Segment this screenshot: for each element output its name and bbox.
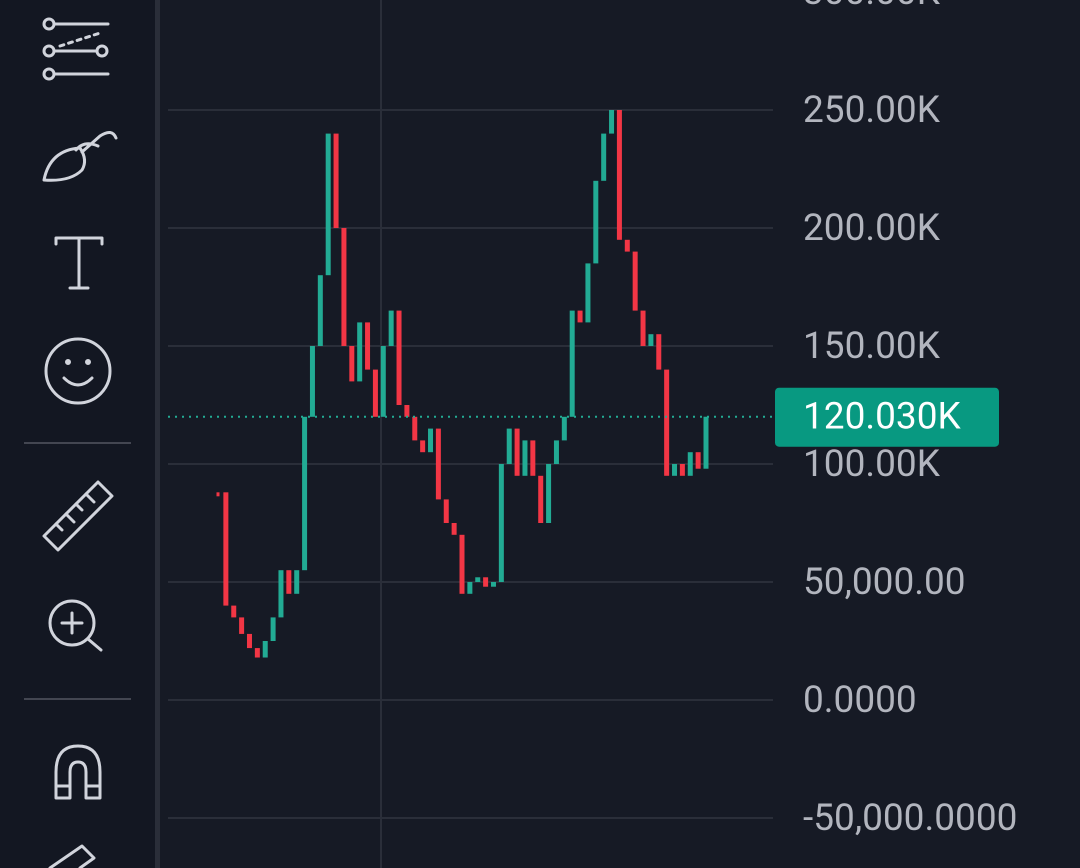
price-bar — [365, 322, 371, 370]
price-bar — [695, 452, 701, 469]
y-tick-label: 0.0000 — [803, 679, 917, 722]
price-bar — [317, 275, 323, 346]
price-bar — [396, 310, 402, 405]
toolbar-divider — [155, 0, 160, 868]
price-bar — [278, 570, 284, 618]
price-bar — [254, 648, 260, 658]
price-bar — [561, 416, 567, 441]
y-tick-label: 150.00K — [803, 325, 941, 368]
magnet-tool-icon[interactable] — [54, 744, 102, 800]
price-bar — [404, 405, 410, 417]
price-bar — [569, 310, 575, 417]
price-bar — [632, 251, 638, 311]
price-bar — [357, 322, 363, 382]
y-tick-label: 50,000.00 — [803, 561, 966, 604]
price-bar — [593, 180, 599, 264]
price-bar — [372, 369, 378, 417]
price-bar — [428, 428, 434, 453]
price-bar — [246, 633, 252, 649]
price-bar — [341, 228, 347, 346]
price-bar — [546, 464, 552, 523]
price-bar — [585, 263, 591, 323]
price-bar — [538, 475, 544, 523]
price-bar — [262, 641, 268, 658]
trend-tool-icon[interactable] — [42, 17, 110, 81]
price-chart: 300.00K 250.00K 200.00K 150.00K 100.00K 50,00… — [168, 0, 1017, 840]
emoji-tool-icon[interactable] — [44, 337, 112, 405]
price-bar — [601, 133, 607, 181]
price-bar — [687, 452, 693, 476]
price-bar — [412, 416, 418, 441]
price-bar — [530, 440, 536, 476]
price-bar — [475, 577, 481, 582]
zoom-tool-icon[interactable] — [48, 599, 103, 652]
price-bar — [302, 416, 308, 571]
price-bar — [294, 570, 300, 594]
price-bar — [703, 416, 709, 469]
price-bar — [216, 492, 220, 497]
y-tick-label: 250.00K — [803, 89, 941, 132]
y-tick-label: 200.00K — [803, 207, 941, 250]
price-bar — [498, 464, 504, 582]
price-bar — [577, 310, 583, 323]
drawing-toolbar — [0, 0, 155, 868]
icon-shape — [42, 480, 114, 552]
price-bar — [522, 440, 528, 476]
price-bar — [223, 492, 229, 606]
price-bar — [325, 133, 331, 276]
price-bar — [664, 369, 670, 476]
icon-shape — [54, 744, 102, 800]
last-price-label: 120.030K — [803, 396, 962, 439]
icon-shape — [48, 844, 96, 868]
last-price-tag — [775, 387, 999, 447]
y-tick-label: 300.00K — [803, 0, 941, 14]
price-bar — [648, 334, 654, 346]
price-bar — [616, 110, 622, 240]
price-bar — [451, 523, 457, 535]
price-bar — [270, 617, 276, 641]
y-tick-label: 100.00K — [803, 443, 941, 486]
icon-shape — [44, 337, 112, 405]
price-bar — [506, 428, 512, 464]
price-bar — [239, 617, 245, 634]
price-bar — [624, 239, 630, 252]
price-bar — [467, 582, 473, 594]
price-bar — [553, 440, 559, 464]
price-bar — [443, 499, 449, 523]
price-bar — [514, 428, 520, 476]
price-bar — [640, 310, 646, 346]
price-bar — [349, 346, 355, 382]
price-bar — [672, 464, 678, 476]
icon-shape — [42, 131, 118, 182]
price-bar — [309, 346, 315, 417]
y-tick-label: -50,000.0000 — [803, 797, 1017, 840]
price-bar — [609, 110, 615, 134]
price-bar — [459, 534, 465, 594]
icon-shape — [42, 17, 110, 81]
lock-tool-icon[interactable] — [48, 844, 96, 868]
icon-shape — [48, 599, 103, 652]
text-tool-icon[interactable] — [54, 236, 104, 290]
price-bar — [420, 440, 426, 453]
icon-shape — [54, 236, 104, 290]
brush-tool-icon[interactable] — [42, 131, 118, 182]
price-bar — [490, 582, 496, 587]
ruler-tool-icon[interactable] — [42, 480, 114, 552]
price-bar — [380, 346, 386, 417]
price-bar — [656, 334, 662, 370]
price-bar — [333, 133, 339, 228]
price-bar — [483, 577, 489, 587]
price-bar — [679, 464, 685, 476]
price-bar — [388, 310, 394, 346]
price-bar — [231, 605, 237, 618]
price-bar — [286, 570, 292, 594]
price-bar — [435, 428, 441, 500]
